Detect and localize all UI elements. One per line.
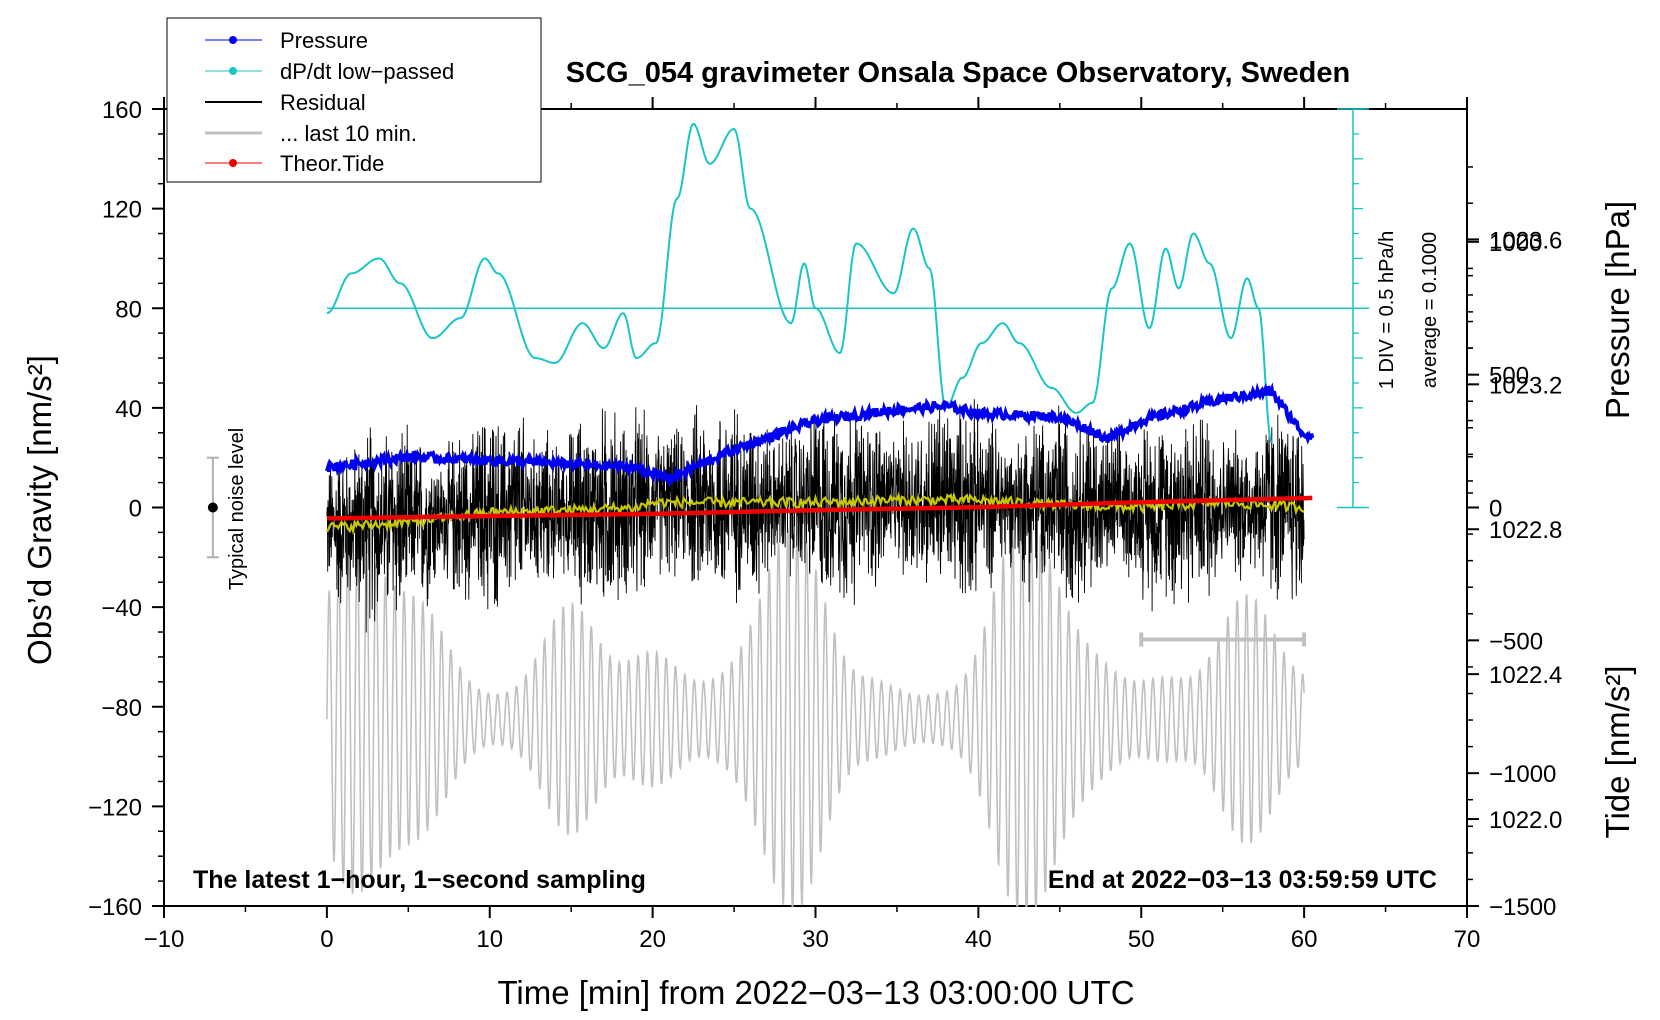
y-tick-label: −80 <box>101 695 142 722</box>
theor-tide-line <box>326 495 1313 521</box>
last-10-min-line <box>326 514 1305 907</box>
y-axis-title-tide: Tide [nm/s²] <box>1599 666 1636 839</box>
x-tick-label: 60 <box>1291 926 1318 953</box>
y-axis-title-pressure: Pressure [hPa] <box>1599 201 1636 419</box>
x-tick-label: 20 <box>639 926 666 953</box>
legend-tide-marker <box>229 159 237 167</box>
dpdt-line <box>326 123 1273 444</box>
x-tick-label: −10 <box>144 926 185 953</box>
last-10-min-series <box>326 514 1307 907</box>
tide-tick-label: 500 <box>1489 363 1529 390</box>
legend-tide-label: Theor.Tide <box>280 151 384 176</box>
pressure-tick-label: 1022.8 <box>1489 517 1562 544</box>
legend-dpdt-label: dP/dt low−passed <box>280 59 454 84</box>
dpdt-average-note: average = 0.1000 <box>1419 232 1441 388</box>
y-axis-title-gravity: Obs’d Gravity [nm/s²] <box>21 355 58 665</box>
legend-dpdt-marker <box>229 67 237 75</box>
residual-line <box>326 399 1305 633</box>
x-axis-title: Time [min] from 2022−03−13 03:00:00 UTC <box>497 974 1134 1011</box>
pressure-tick-label: 1022.0 <box>1489 807 1562 834</box>
legend: Pressure dP/dt low−passed Residual ... l… <box>166 17 542 183</box>
pressure-tick-label: 1022.4 <box>1489 662 1562 689</box>
x-tick-label: 40 <box>965 926 992 953</box>
pressure-tick-label: 1023.2 <box>1489 372 1562 399</box>
x-tick-label: 30 <box>802 926 829 953</box>
end-time-note: End at 2022−03−13 03:59:59 UTC <box>1048 866 1437 894</box>
legend-pressure-marker <box>229 36 237 44</box>
y-tick-label: −160 <box>88 894 142 921</box>
axes: −10 0 10 20 30 40 50 60 70 160 120 80 40 0 −40 −80 −120 −… <box>88 97 1562 953</box>
y-tick-label: 80 <box>115 296 142 323</box>
legend-residual-label: Residual <box>280 90 366 115</box>
x-tick-label: 10 <box>476 926 503 953</box>
theor-tide-series <box>326 495 1313 521</box>
y-tick-label: 120 <box>102 197 142 224</box>
chart-annotations <box>206 456 219 559</box>
dpdt-scale-note: 1 DIV = 0.5 hPa/h <box>1376 231 1398 389</box>
pressure-tick-label: 1023.6 <box>1489 227 1562 254</box>
tide-tick-label: 1000 <box>1489 230 1542 257</box>
y-tick-label: −120 <box>88 794 142 821</box>
dpdt-series <box>326 108 1370 509</box>
legend-box <box>166 17 542 183</box>
legend-last10-label: ... last 10 min. <box>280 121 417 146</box>
residual-series <box>326 399 1305 633</box>
tide-tick-label: −500 <box>1489 628 1543 655</box>
tide-tick-label: −1500 <box>1489 894 1556 921</box>
sampling-note: The latest 1−hour, 1−second sampling <box>193 866 646 894</box>
y-tick-label: 40 <box>115 396 142 423</box>
pressure-line <box>324 382 1315 488</box>
y-tick-label: 160 <box>102 97 142 124</box>
x-tick-label: 50 <box>1128 926 1155 953</box>
y-tick-label: −40 <box>101 595 142 622</box>
x-tick-label: 0 <box>320 926 333 953</box>
tide-tick-label: −1000 <box>1489 761 1556 788</box>
noise-bar-center-dot <box>207 502 218 513</box>
tide-tick-label: 0 <box>1489 496 1502 523</box>
chart-title: SCG_054 gravimeter Onsala Space Observat… <box>566 57 1350 89</box>
noise-level-label: Typical noise level <box>226 428 248 590</box>
x-tick-label: 70 <box>1454 926 1481 953</box>
y-tick-label: 0 <box>129 496 142 523</box>
pressure-series <box>324 382 1315 488</box>
legend-pressure-label: Pressure <box>280 28 368 53</box>
